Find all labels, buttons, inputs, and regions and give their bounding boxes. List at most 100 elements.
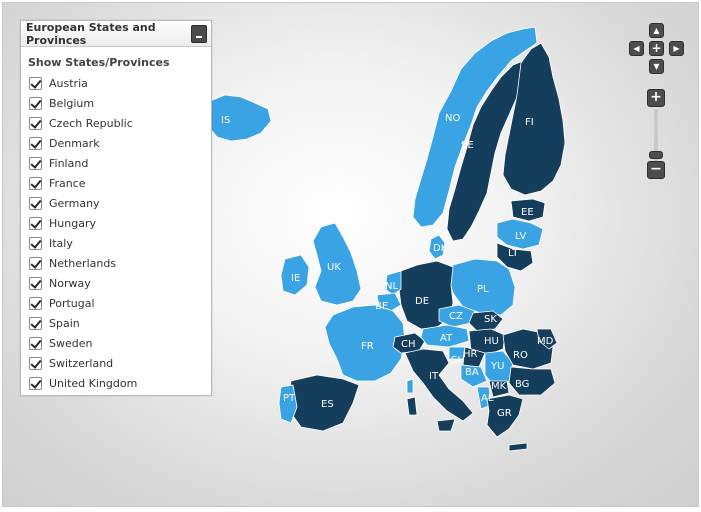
checkbox[interactable]: [29, 96, 42, 110]
region-portugal[interactable]: [278, 384, 298, 424]
map-label-de: DE: [415, 296, 429, 307]
zoom-in-button[interactable]: +: [647, 89, 665, 107]
map-label-fi: FI: [525, 117, 534, 128]
region-finland[interactable]: [502, 42, 566, 196]
checkbox[interactable]: [29, 136, 42, 150]
checkbox-item-portugal[interactable]: Portugal: [21, 293, 211, 313]
region-belgium[interactable]: [376, 292, 402, 312]
pan-center-button[interactable]: +: [649, 41, 664, 56]
checkbox-label: France: [49, 176, 86, 190]
checkbox-item-switzerland[interactable]: Switzerland: [21, 353, 211, 373]
map-label-cz: CZ: [449, 311, 463, 322]
region-greece[interactable]: [486, 394, 524, 438]
region-austria[interactable]: [420, 324, 470, 348]
checkbox-label: Sweden: [49, 336, 93, 350]
checkbox-item-france[interactable]: France: [21, 173, 211, 193]
checkbox-item-belgium[interactable]: Belgium: [21, 93, 211, 113]
checkbox-item-united-kingdom[interactable]: United Kingdom: [21, 373, 211, 393]
checkbox-item-sweden[interactable]: Sweden: [21, 333, 211, 353]
states-provinces-panel: European States and Provinces Show State…: [20, 20, 212, 396]
region-sardinia[interactable]: [406, 396, 418, 416]
map-label-si: SI: [451, 355, 460, 366]
region-sicily[interactable]: [436, 418, 456, 432]
region-france[interactable]: [324, 304, 406, 382]
checkbox[interactable]: [29, 156, 42, 170]
map-label-ba: BA: [465, 367, 479, 378]
checkbox-label: Finland: [49, 156, 89, 170]
checkbox[interactable]: [29, 356, 42, 370]
checkbox-item-hungary[interactable]: Hungary: [21, 213, 211, 233]
map-label-al: AL: [481, 393, 494, 404]
checkbox-label: United Kingdom: [49, 376, 138, 390]
checkbox-item-finland[interactable]: Finland: [21, 153, 211, 173]
region-bosnia[interactable]: [460, 364, 488, 388]
region-norway[interactable]: [412, 26, 538, 228]
map-label-pl: PL: [477, 284, 489, 295]
map-label-es: ES: [321, 399, 334, 410]
checkbox-item-czech-republic[interactable]: Czech Republic: [21, 113, 211, 133]
region-corsica[interactable]: [406, 378, 414, 394]
zoom-slider-thumb[interactable]: [649, 151, 663, 159]
region-crete[interactable]: [508, 442, 528, 452]
region-estonia[interactable]: [510, 198, 546, 222]
map-label-pt: PT: [283, 393, 296, 404]
map-label-is: IS: [221, 115, 230, 126]
checkbox-label: Italy: [49, 236, 73, 250]
checkbox[interactable]: [29, 296, 42, 310]
checkbox[interactable]: [29, 236, 42, 250]
checkbox-label: Czech Republic: [49, 116, 133, 130]
map-label-it: IT: [429, 371, 439, 382]
map-label-hu: HU: [484, 336, 499, 347]
region-united-kingdom[interactable]: [312, 222, 362, 306]
zoom-slider-track[interactable]: [654, 109, 658, 165]
checkbox-item-denmark[interactable]: Denmark: [21, 133, 211, 153]
region-ireland[interactable]: [280, 254, 310, 296]
europe-map[interactable]: IS NO SE FI EE LV LT PL DE UK IE FR ES CH IT AT CZ SK HU RO…: [3, 3, 699, 507]
region-iceland[interactable]: [206, 94, 272, 142]
region-macedonia[interactable]: [488, 380, 510, 398]
checkbox-item-spain[interactable]: Spain: [21, 313, 211, 333]
region-slovakia[interactable]: [468, 310, 504, 332]
checkbox[interactable]: [29, 196, 42, 210]
checkbox[interactable]: [29, 276, 42, 290]
map-label-be: BE: [375, 301, 388, 312]
checkbox-item-germany[interactable]: Germany: [21, 193, 211, 213]
map-label-ee: EE: [521, 207, 534, 218]
checkbox-item-netherlands[interactable]: Netherlands: [21, 253, 211, 273]
region-lithuania[interactable]: [496, 242, 534, 272]
pan-down-button[interactable]: ▼: [649, 59, 664, 74]
checkbox-item-norway[interactable]: Norway: [21, 273, 211, 293]
region-moldova[interactable]: [536, 328, 558, 350]
checkbox-label: Belgium: [49, 96, 95, 110]
checkbox[interactable]: [29, 116, 42, 130]
pan-right-button[interactable]: ▶: [669, 41, 684, 56]
zoom-out-button[interactable]: −: [647, 161, 665, 179]
checkbox-label: Denmark: [49, 136, 100, 150]
checkbox[interactable]: [29, 376, 42, 390]
map-label-at: AT: [440, 333, 453, 344]
region-netherlands[interactable]: [384, 270, 402, 296]
region-latvia[interactable]: [496, 218, 544, 250]
collapse-icon[interactable]: [191, 24, 207, 43]
checkbox-item-austria[interactable]: Austria: [21, 73, 211, 93]
map-label-md: MD: [537, 336, 554, 347]
region-poland[interactable]: [448, 258, 516, 316]
pan-up-button[interactable]: ▲: [649, 23, 664, 38]
checkbox[interactable]: [29, 76, 42, 90]
checkbox[interactable]: [29, 316, 42, 330]
checkbox[interactable]: [29, 216, 42, 230]
region-italy[interactable]: [404, 348, 474, 422]
checkbox[interactable]: [29, 176, 42, 190]
checkbox-item-italy[interactable]: Italy: [21, 233, 211, 253]
region-bulgaria[interactable]: [508, 366, 556, 396]
map-label-gr: GR: [497, 408, 512, 419]
checkbox[interactable]: [29, 336, 42, 350]
region-slovenia[interactable]: [448, 346, 466, 360]
pan-left-button[interactable]: ◀: [629, 41, 644, 56]
map-label-mk: MK: [491, 381, 507, 392]
checkbox-label: Spain: [49, 316, 80, 330]
region-denmark[interactable]: [428, 234, 446, 260]
checkbox[interactable]: [29, 256, 42, 270]
region-sweden[interactable]: [446, 60, 526, 242]
